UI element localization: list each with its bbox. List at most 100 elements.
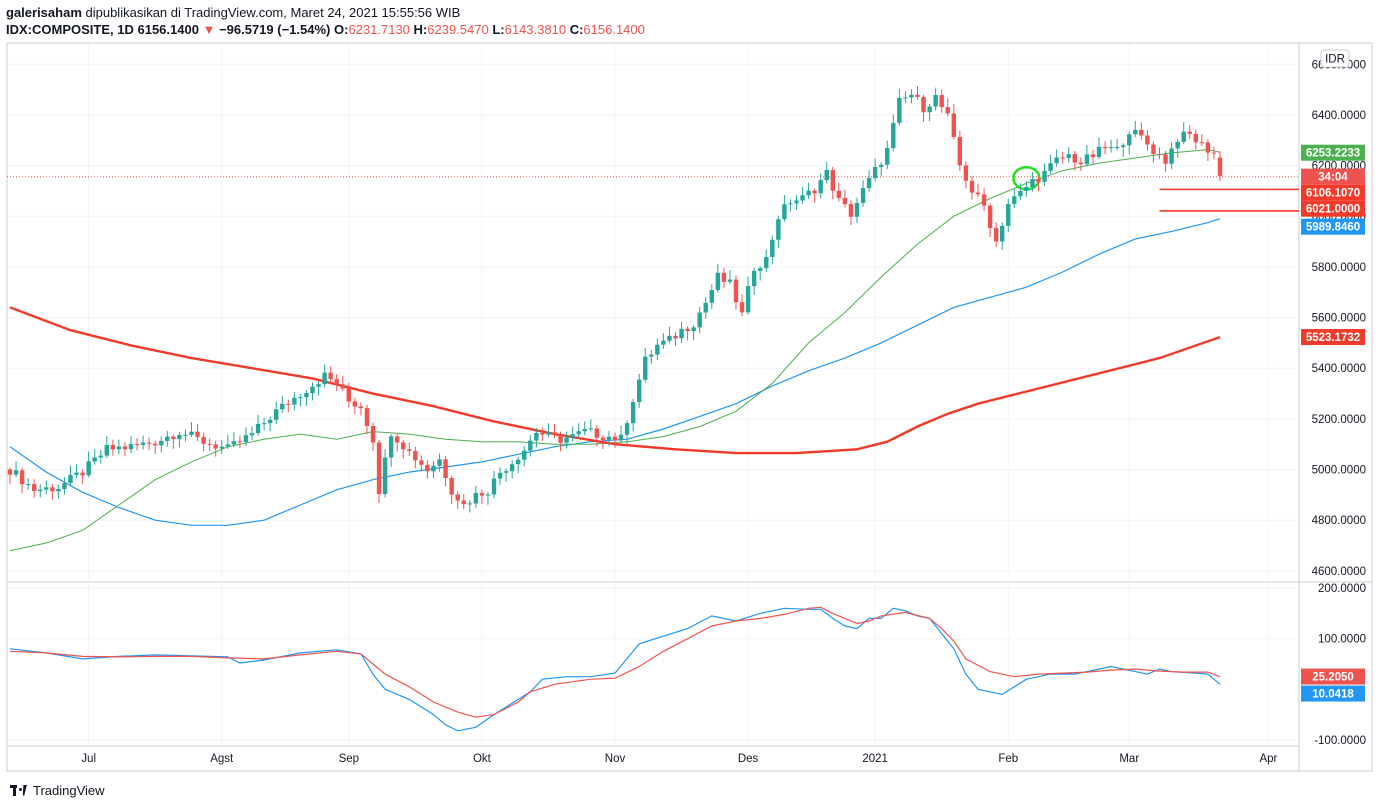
candle (594, 425, 600, 447)
high-label: H: (413, 22, 428, 37)
price-axis[interactable]: 6600.00006400.00006200.00006000.00005800… (1312, 59, 1366, 747)
candle (479, 489, 485, 504)
candle-body (13, 470, 19, 475)
candle-body (280, 403, 285, 410)
chart-frame (6, 42, 1373, 772)
candle-body (479, 492, 485, 496)
price-tag-bg (1301, 168, 1365, 185)
candle (576, 423, 581, 438)
osc-tick-label: 100.0000 (1318, 634, 1366, 646)
candle (159, 436, 164, 453)
currency-button[interactable]: IDR (1320, 49, 1350, 68)
candle (189, 422, 194, 438)
candle-body (733, 279, 739, 303)
candle-body (1114, 147, 1120, 149)
candle-body (643, 356, 648, 380)
candle-body (1066, 154, 1071, 159)
open-label: O: (334, 22, 349, 37)
candle (939, 89, 944, 113)
candle (1139, 122, 1144, 140)
candle-body (1000, 225, 1005, 242)
candle-body (655, 344, 660, 355)
candle (1169, 142, 1174, 170)
price-tag-bg (1301, 329, 1365, 346)
candle (552, 424, 557, 439)
candle (92, 449, 97, 465)
candle-body (1145, 135, 1150, 145)
candle (582, 421, 587, 436)
candle-body (1030, 179, 1035, 188)
candle-body (818, 180, 823, 194)
candle (618, 425, 624, 443)
candle (1018, 183, 1023, 201)
candle-body (1175, 141, 1180, 149)
candle-body (1006, 204, 1011, 226)
candle (382, 449, 388, 498)
candle-body (866, 178, 872, 189)
candle-body (703, 302, 708, 313)
candle-body (715, 272, 721, 291)
candle-body (485, 494, 491, 496)
candle-body (74, 472, 79, 475)
candle (122, 442, 128, 457)
candle (600, 435, 606, 450)
footer[interactable]: TradingView (10, 783, 105, 798)
candle (739, 294, 745, 317)
candle (806, 182, 811, 200)
candle (854, 197, 860, 224)
candle (933, 87, 938, 111)
candle-body (945, 107, 950, 114)
candle (316, 381, 321, 396)
candle-body (649, 354, 654, 357)
candle (830, 166, 835, 200)
candle-body (183, 434, 188, 436)
candle (32, 479, 37, 498)
time-axis[interactable]: Jul Agst Sep Okt Nov Des 2021 Feb Mar Apr (81, 753, 1277, 765)
candle-body (231, 441, 237, 445)
candle (62, 476, 67, 495)
candle-body (588, 428, 593, 430)
candle-body (830, 169, 835, 191)
candle (165, 430, 170, 447)
candle-body (721, 272, 727, 282)
candle-body (509, 464, 515, 472)
candle (1048, 154, 1053, 175)
price-tag-label: 34:04 (1318, 172, 1348, 184)
candle (1114, 138, 1120, 151)
candles-group[interactable] (7, 85, 1223, 513)
candle (443, 455, 448, 487)
candle (449, 475, 454, 504)
candle-body (437, 459, 442, 466)
candle (13, 461, 19, 478)
candle-body (431, 465, 436, 472)
candle (558, 431, 563, 452)
candle-body (630, 402, 636, 424)
candle (915, 85, 920, 100)
candle-body (516, 459, 521, 465)
candle-body (751, 270, 757, 287)
candle-body (782, 204, 787, 220)
candle-body (758, 268, 763, 271)
time-tick-label: Mar (1119, 753, 1139, 765)
candle (207, 438, 212, 451)
candle (388, 434, 394, 468)
candle-body (824, 169, 829, 181)
author-name[interactable]: galerisaham (6, 5, 82, 20)
ma-red-line (9, 306, 1221, 455)
time-tick-label: 2021 (862, 753, 888, 765)
candle (957, 130, 963, 172)
candle-body (346, 388, 351, 402)
candle (1084, 145, 1090, 167)
candle (1181, 122, 1186, 145)
candle-body (879, 164, 884, 167)
price-tick-label: 5000.0000 (1312, 465, 1366, 477)
candle-body (564, 437, 569, 443)
candle (274, 402, 279, 425)
candle-body (195, 431, 200, 437)
candle-body (1121, 145, 1126, 148)
candle (267, 416, 273, 432)
candle (413, 446, 418, 469)
candle-body (467, 503, 472, 505)
candle (975, 183, 981, 198)
